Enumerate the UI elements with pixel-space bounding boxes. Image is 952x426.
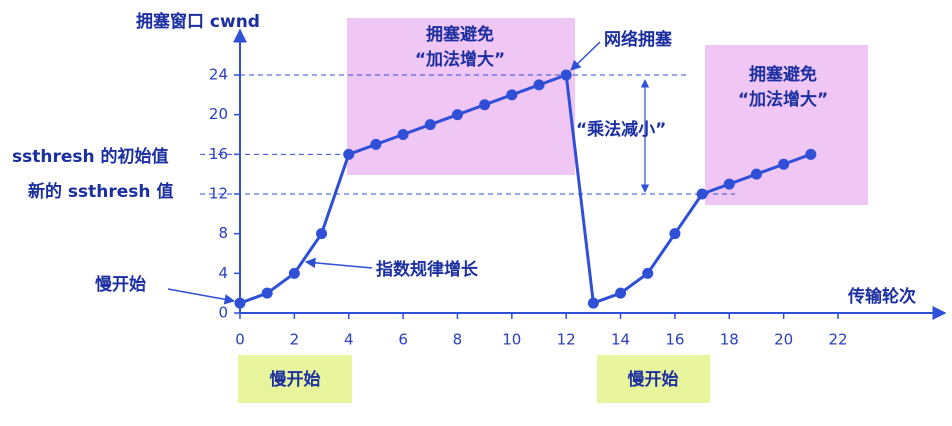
x-tick-label: 8 xyxy=(453,331,463,349)
x-tick-label: 10 xyxy=(502,331,521,349)
annotation: ssthresh 的初始值 xyxy=(12,146,169,167)
x-tick-label: 22 xyxy=(828,331,847,349)
data-point xyxy=(316,228,328,240)
data-point xyxy=(479,99,491,111)
x-tick-label: 6 xyxy=(398,331,408,349)
arrow xyxy=(304,257,373,269)
data-point xyxy=(424,119,436,131)
y-tick-label: 16 xyxy=(209,145,228,163)
data-point xyxy=(370,138,382,150)
data-point xyxy=(261,287,273,299)
x-tick-label: 4 xyxy=(344,331,354,349)
y-tick-label: 8 xyxy=(218,224,228,242)
data-point xyxy=(669,228,681,240)
annotation: 慢开始 xyxy=(628,369,679,390)
region-box xyxy=(347,18,575,175)
plot xyxy=(200,69,839,319)
data-point xyxy=(533,79,545,91)
y-tick-label: 20 xyxy=(209,105,228,123)
data-point xyxy=(451,109,463,121)
data-point xyxy=(750,168,762,180)
annotation: 慢开始 xyxy=(270,369,321,390)
x-tick-label: 0 xyxy=(235,331,245,349)
annotation: 指数规律增长 xyxy=(376,259,479,280)
x-tick-label: 16 xyxy=(665,331,684,349)
data-point xyxy=(696,188,708,200)
x-tick-label: 2 xyxy=(290,331,300,349)
y-tick-label: 12 xyxy=(209,185,228,203)
annotation: “乘法减小” xyxy=(576,119,666,140)
x-axis-label: 传输轮次 xyxy=(847,286,916,307)
y-tick-label: 0 xyxy=(218,304,228,322)
x-tick-label: 14 xyxy=(611,331,630,349)
data-point xyxy=(642,267,654,279)
x-tick-label: 12 xyxy=(557,331,576,349)
region-box xyxy=(705,45,868,205)
data-point xyxy=(288,267,300,279)
data-point xyxy=(615,287,627,299)
data-point xyxy=(778,158,790,170)
annotation: “加法增大” xyxy=(415,49,505,70)
data-line xyxy=(239,72,812,306)
arrow xyxy=(570,41,601,71)
annotation: 拥塞避免 xyxy=(426,24,494,45)
data-point xyxy=(397,129,409,140)
data-point xyxy=(805,148,817,160)
annotation: 慢开始 xyxy=(95,274,146,295)
annotation: “加法增大” xyxy=(738,89,828,110)
data-point xyxy=(343,148,355,160)
data-point xyxy=(723,178,735,190)
data-point xyxy=(506,89,518,101)
arrow xyxy=(167,288,236,305)
annotation: 网络拥塞 xyxy=(604,29,673,50)
data-point xyxy=(560,69,572,81)
x-tick-label: 20 xyxy=(774,331,793,349)
x-tick-label: 18 xyxy=(720,331,739,349)
region-box xyxy=(597,355,710,403)
y-tick-label: 24 xyxy=(209,66,228,84)
data-point xyxy=(587,297,599,309)
annotation: 新的 ssthresh 值 xyxy=(28,181,173,202)
y-axis-label: 拥塞窗口 cwnd xyxy=(136,11,260,32)
y-tick-label: 4 xyxy=(218,264,228,282)
annotation: 拥塞避免 xyxy=(749,64,817,85)
region-box xyxy=(238,355,352,403)
